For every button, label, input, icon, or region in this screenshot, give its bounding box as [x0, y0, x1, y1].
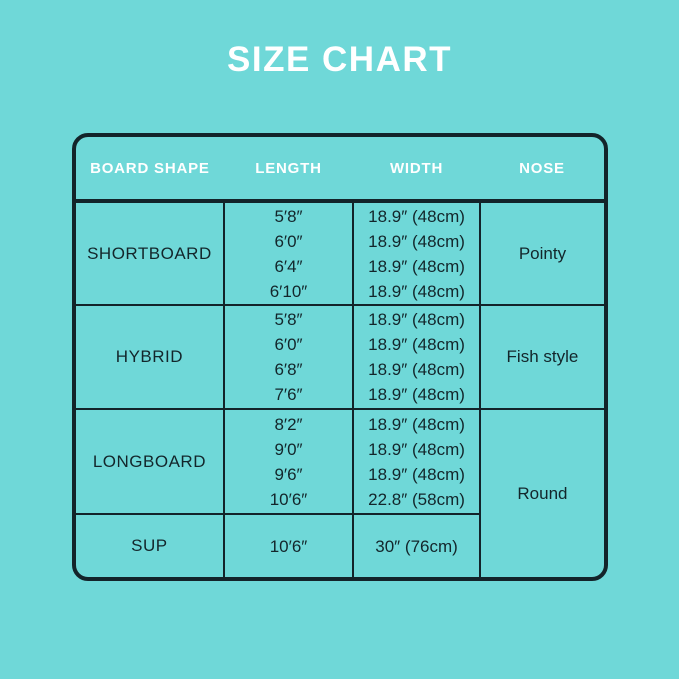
table-row-longboard: LONGBOARD 8′2″ 9′0″ 9′6″ 10′6″ 18.9″ (48… — [76, 408, 604, 577]
length-value: 6′8″ — [274, 360, 303, 379]
length-value: 6′4″ — [274, 256, 303, 276]
length-cell: 5′8″ 6′0″ 6′8″ 7′6″ — [222, 304, 355, 410]
board-shape-cell: HYBRID — [76, 304, 225, 410]
width-value: 18.9″ (48cm) — [368, 256, 465, 276]
width-cell: 30″ (76cm) — [352, 513, 480, 577]
board-shape-cell: LONGBOARD — [76, 408, 225, 515]
length-value: 8′2″ — [274, 414, 303, 434]
width-value: 18.9″ (48cm) — [368, 231, 465, 251]
board-shape-cell: SUP — [76, 513, 225, 577]
width-value: 22.8″ (58cm) — [368, 489, 465, 509]
nose-cell: Pointy — [478, 200, 604, 306]
size-chart-table: BOARD SHAPE LENGTH WIDTH NOSE SHORTBOARD… — [72, 133, 608, 581]
table-row-shortboard: SHORTBOARD 5′8″ 6′0″ 6′4″ 6′10″ 18.9″ (4… — [76, 200, 604, 306]
length-value: 5′8″ — [274, 206, 303, 226]
length-value: 9′0″ — [274, 439, 303, 459]
length-value: 6′0″ — [274, 335, 303, 354]
header-row: BOARD SHAPE LENGTH WIDTH NOSE — [76, 137, 604, 203]
column-header-width: WIDTH — [353, 137, 480, 203]
width-value: 18.9″ (48cm) — [368, 335, 465, 354]
length-value: 10′6″ — [269, 489, 308, 509]
size-chart-grid: BOARD SHAPE LENGTH WIDTH NOSE SHORTBOARD… — [76, 137, 604, 577]
length-cell: 8′2″ 9′0″ 9′6″ 10′6″ — [222, 408, 355, 515]
width-value: 30″ (76cm) — [375, 536, 458, 556]
length-cell: 5′8″ 6′0″ 6′4″ 6′10″ — [222, 200, 355, 306]
nose-cell: Fish style — [478, 304, 604, 410]
width-value: 18.9″ (48cm) — [368, 414, 465, 434]
board-shape-cell: SHORTBOARD — [76, 200, 225, 306]
width-value: 18.9″ (48cm) — [368, 385, 465, 404]
column-header-length: LENGTH — [223, 137, 354, 203]
column-header-nose: NOSE — [479, 137, 604, 203]
length-value: 5′8″ — [274, 310, 303, 329]
width-cell: 18.9″ (48cm) 18.9″ (48cm) 18.9″ (48cm) 1… — [352, 304, 481, 410]
length-value: 7′6″ — [274, 385, 303, 404]
width-value: 18.9″ (48cm) — [368, 439, 465, 459]
width-value: 18.9″ (48cm) — [368, 206, 465, 226]
length-value: 9′6″ — [274, 464, 303, 484]
width-cell: 18.9″ (48cm) 18.9″ (48cm) 18.9″ (48cm) 1… — [352, 200, 481, 306]
length-value: 6′10″ — [269, 281, 308, 301]
width-value: 18.9″ (48cm) — [368, 464, 465, 484]
width-value: 18.9″ (48cm) — [368, 310, 465, 329]
column-header-board-shape: BOARD SHAPE — [76, 137, 224, 203]
width-value: 18.9″ (48cm) — [368, 360, 465, 379]
width-value: 18.9″ (48cm) — [368, 281, 465, 301]
length-cell: 10′6″ — [222, 513, 355, 577]
width-cell: 18.9″ (48cm) 18.9″ (48cm) 18.9″ (48cm) 2… — [352, 408, 481, 515]
length-value: 10′6″ — [269, 536, 308, 556]
length-value: 6′0″ — [274, 231, 303, 251]
table-row-sup: SUP 10′6″ 30″ (76cm) — [76, 513, 604, 577]
nose-cell-merged: Round — [478, 408, 604, 577]
table-row-hybrid: HYBRID 5′8″ 6′0″ 6′8″ 7′6″ 18.9″ (48cm) … — [76, 304, 604, 410]
page-title: SIZE CHART — [227, 40, 452, 79]
